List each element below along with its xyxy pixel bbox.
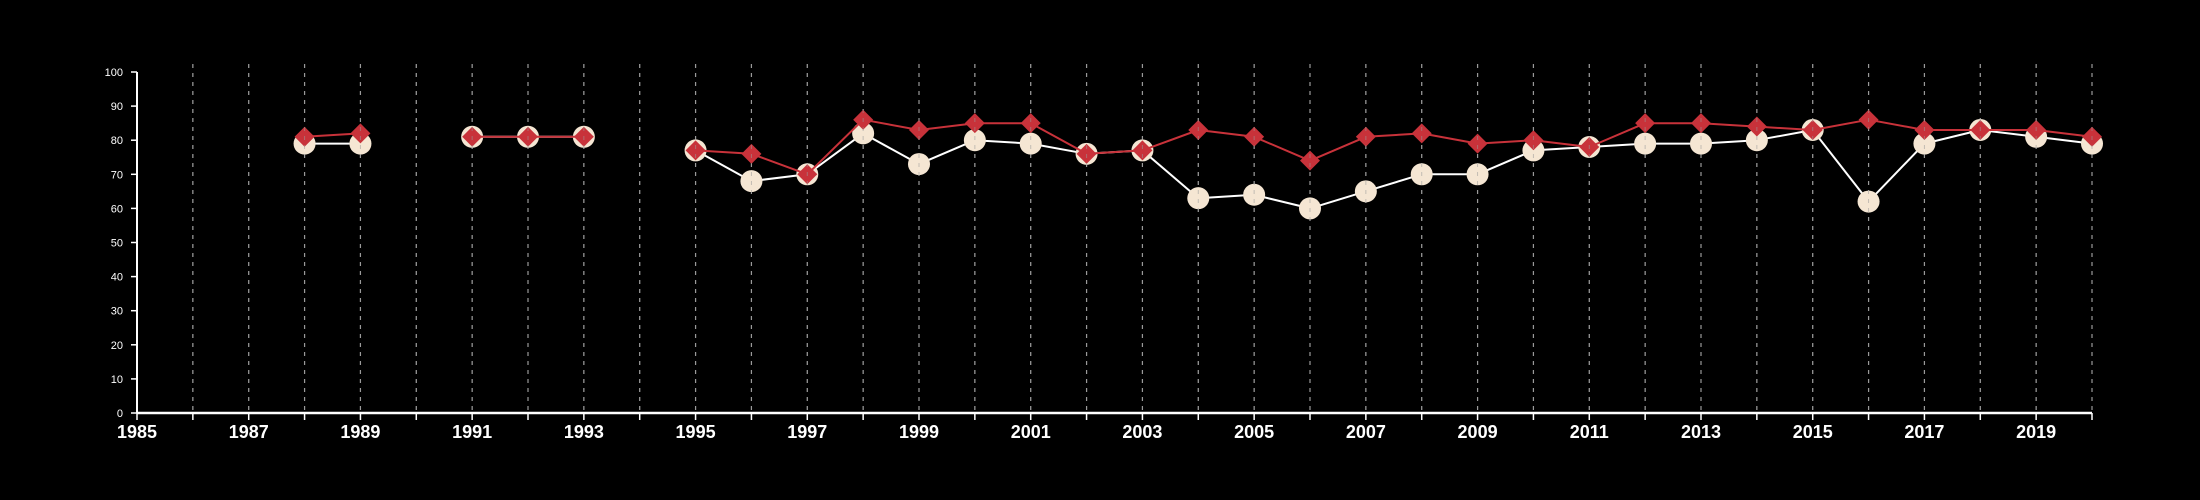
series-2-point-2009 [1467,133,1488,154]
x-tick-label-1989: 1989 [340,422,380,442]
x-tick-label-2005: 2005 [1234,422,1274,442]
series-1-point-1989 [349,132,372,155]
series-1-point-2013 [1690,132,1712,155]
series-2-point-2006 [1300,150,1320,171]
series-1-point-2005 [1243,183,1266,206]
series-1-point-2004 [1187,187,1210,210]
series-2-point-2013 [1691,113,1711,134]
y-tick-label-30: 30 [111,306,123,318]
series-2-point-2012 [1635,113,1656,134]
x-tick-label-1985: 1985 [117,422,157,442]
x-tick-label-2001: 2001 [1011,422,1051,442]
series-1-point-2014 [1745,129,1768,152]
series-2-point-2003 [1132,140,1153,161]
y-tick-label-80: 80 [111,135,123,147]
series-2-point-1989 [350,123,371,144]
y-tick-label-70: 70 [111,169,123,181]
x-tick-label-1991: 1991 [452,422,492,442]
x-tick-label-1997: 1997 [787,422,827,442]
y-tick-label-0: 0 [117,408,123,420]
x-tick-label-1995: 1995 [676,422,716,442]
x-tick-labels: 1985 1987 1989 1991 1993 1995 1997 1999 2001 2003… [117,422,2056,442]
series-1-point-1998 [852,122,875,145]
y-tick-label-60: 60 [111,203,123,215]
gridline-overlay [192,64,2093,413]
series-1-point-2000 [963,129,986,152]
series-2-point-2001 [1020,113,1041,134]
x-tick-label-2017: 2017 [1904,422,1944,442]
x-tick-label-1993: 1993 [564,422,604,442]
series-layer [192,64,2103,413]
x-tick-label-2019: 2019 [2016,422,2056,442]
series-1-point-2017 [1913,132,1936,155]
series-2-point-2000 [964,113,985,134]
x-tick-label-1987: 1987 [229,422,269,442]
series-2-point-1995 [685,140,706,161]
series-1-point-2012 [1634,132,1657,155]
x-tick-label-2015: 2015 [1793,422,1833,442]
series-2-point-2008 [1411,123,1432,144]
x-tick-label-2009: 2009 [1458,422,1498,442]
y-tick-label-10: 10 [111,374,123,386]
y-tick-label-20: 20 [111,340,123,352]
x-tick-label-1999: 1999 [899,422,939,442]
series-2-point-2002 [1076,143,1097,164]
y-tick-label-90: 90 [111,101,123,113]
y-tick-label-40: 40 [111,272,123,284]
axes [131,71,2093,420]
x-tick-label-2007: 2007 [1346,422,1386,442]
series-1-point-2010 [1522,139,1545,162]
series-2-point-2010 [1523,130,1544,151]
y-tick-label-100: 100 [105,67,123,79]
series-1-point-2001 [1019,132,1042,155]
x-tick-label-2013: 2013 [1681,422,1721,442]
y-tick-labels: 0 10 20 30 40 50 60 70 80 90 100 [105,67,123,420]
y-tick-label-50: 50 [111,238,123,250]
series-2-point-1996 [741,143,762,164]
series-2-point-2014 [1746,116,1767,137]
x-tick-label-2011: 2011 [1570,422,1609,442]
series-2-line-segment-3 [695,118,2093,176]
x-tick-label-2003: 2003 [1122,422,1162,442]
